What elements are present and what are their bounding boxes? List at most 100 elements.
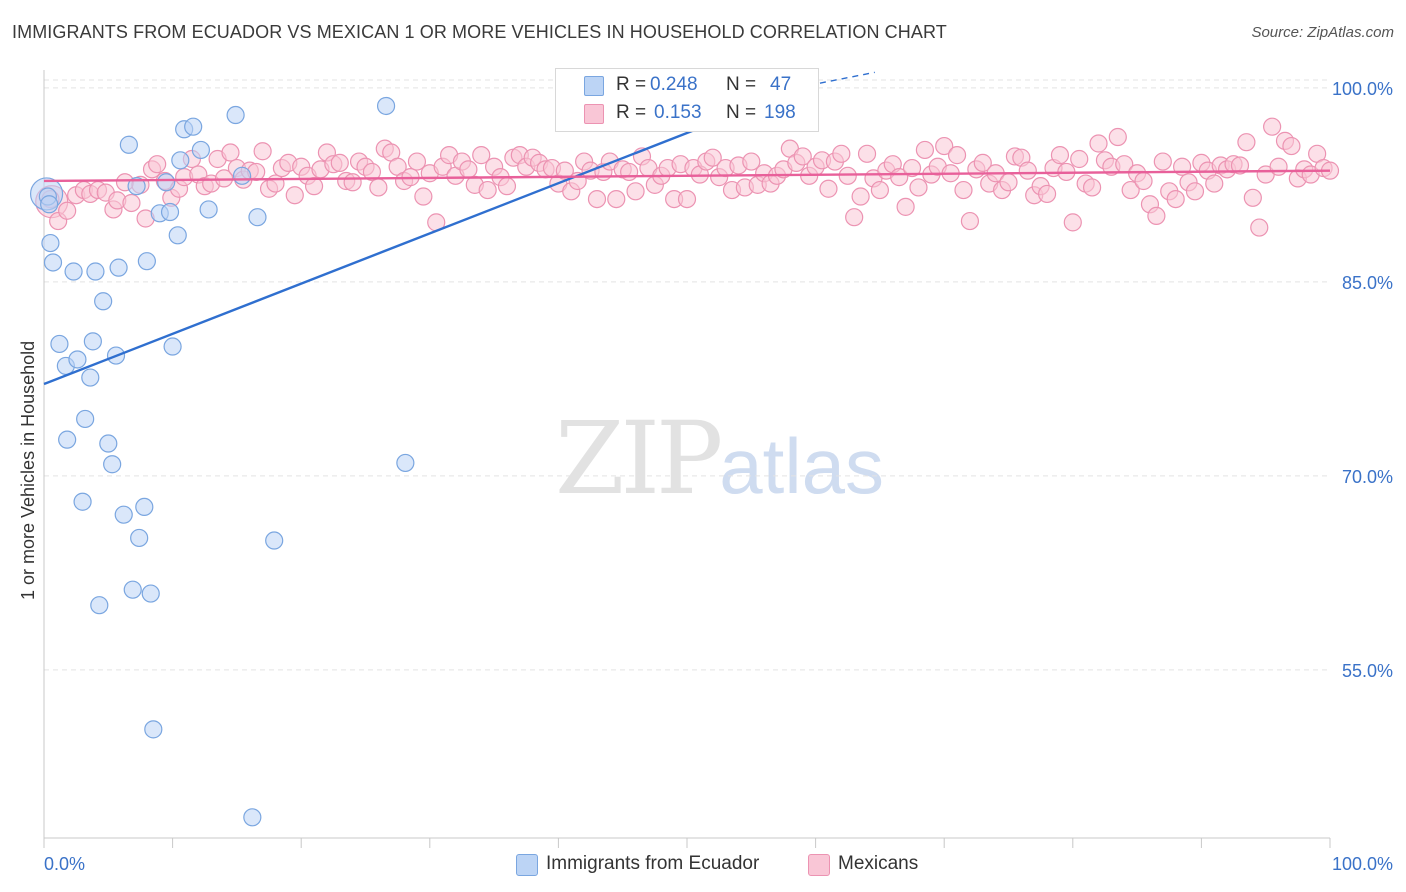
mexican-point	[1089, 134, 1108, 153]
mexican-point	[626, 182, 645, 201]
mexican-point	[999, 173, 1018, 192]
mexican-point	[870, 180, 890, 200]
mexican-point	[1070, 149, 1089, 169]
watermark: ZIPatlas	[555, 400, 884, 517]
mexican-point	[845, 208, 864, 227]
mexican-point	[1134, 171, 1153, 191]
chart-title: IMMIGRANTS FROM ECUADOR VS MEXICAN 1 OR …	[12, 22, 947, 42]
ecuador-point	[130, 528, 149, 548]
r-value: 0.153	[654, 102, 702, 123]
mexican-point	[703, 148, 722, 167]
mexican-trend-line	[43, 169, 1331, 183]
mexican-point	[1147, 206, 1166, 226]
y-tick-label: 55.0%	[1342, 661, 1393, 681]
mexican-point	[58, 201, 77, 220]
mexican-point	[1185, 182, 1205, 201]
ecuador-point	[123, 580, 142, 599]
ecuador-point	[99, 434, 118, 453]
mexican-point	[607, 189, 626, 209]
mexican-point	[851, 187, 870, 206]
mexican-point	[1243, 188, 1262, 207]
watermark-atlas: atlas	[719, 422, 885, 510]
ecuador-point	[76, 409, 95, 429]
mexican-point	[793, 147, 812, 166]
watermark-zip: ZIP	[555, 400, 723, 517]
y-axis-label: 1 or more Vehicles in Household	[18, 340, 38, 600]
mexican-point	[902, 158, 922, 178]
ecuador-point	[109, 258, 128, 277]
mexican-point	[1037, 184, 1057, 204]
r-label: R =	[616, 74, 647, 95]
ecuador-point	[199, 200, 218, 219]
bottom-legend: Immigrants from Ecuador Mexicans	[0, 852, 1406, 878]
ecuador-point	[86, 262, 105, 281]
n-label: N =	[726, 74, 757, 95]
ecuador-point	[226, 105, 245, 125]
ecuador-point	[265, 531, 284, 550]
mexican-point	[414, 187, 433, 206]
n-label: N =	[726, 102, 757, 123]
r-value: 0.248	[650, 74, 698, 95]
mexican-point	[1108, 127, 1127, 147]
mexican-point	[832, 144, 851, 163]
x-tick-label: 100.0%	[1332, 854, 1393, 874]
ecuador-point	[248, 208, 267, 227]
ecuador-point	[168, 226, 187, 245]
mexican-point	[253, 142, 272, 161]
ecuador-point	[376, 96, 396, 116]
mexican-point	[555, 161, 574, 180]
ecuador-point	[83, 332, 102, 351]
mexican-point	[1121, 180, 1140, 200]
ecuador-point	[64, 262, 83, 281]
ecuador-trend-extension	[809, 71, 875, 86]
ecuador-point	[114, 505, 133, 524]
mexican-point	[1237, 133, 1256, 152]
mexican-point	[369, 178, 388, 197]
mexican-point	[960, 211, 980, 231]
mexican-point	[947, 146, 967, 165]
mexican-point	[459, 160, 478, 179]
mexican-point	[838, 166, 857, 185]
mexican-point	[1263, 117, 1282, 136]
legend-label: Mexicans	[838, 853, 919, 874]
mexican-point	[407, 152, 427, 171]
mexican-point	[330, 153, 349, 172]
ecuador-point	[103, 455, 122, 474]
ecuador-point	[144, 720, 163, 739]
mexican-point	[587, 189, 607, 209]
x-tick-label: 0.0%	[44, 854, 85, 874]
mexican-point	[819, 179, 838, 198]
mexican-point	[1269, 157, 1288, 176]
n-value: 198	[764, 102, 796, 123]
mexican-point	[742, 152, 761, 171]
ecuador-trend-line	[43, 84, 810, 386]
mexican-point	[909, 178, 928, 197]
ecuador-point	[41, 233, 60, 253]
ecuador-point	[68, 350, 87, 369]
mexican-point	[1063, 213, 1082, 232]
mexican-point	[285, 186, 304, 205]
ecuador-swatch	[584, 76, 604, 96]
mexican-point	[1205, 174, 1224, 193]
ecuador-point	[396, 453, 415, 473]
mexican-point	[620, 162, 639, 182]
mexican-point	[1282, 136, 1301, 156]
ecuador-point	[243, 808, 262, 827]
y-tick-label: 100.0%	[1332, 79, 1393, 99]
ecuador-point	[40, 195, 59, 214]
ecuador-legend-swatch	[516, 854, 538, 876]
mexican-swatch	[584, 104, 604, 124]
ecuador-point	[163, 337, 182, 356]
mexican-point	[304, 177, 324, 196]
stats-legend: R = 0.248 N = 47 R = 0.153 N = 198	[555, 68, 819, 132]
mexican-point	[122, 193, 141, 213]
ecuador-point	[58, 430, 77, 449]
mexican-point	[890, 168, 909, 187]
mexican-point	[148, 155, 167, 174]
ecuador-point	[141, 584, 160, 603]
ecuador-point	[90, 596, 109, 615]
ecuador-point	[184, 117, 203, 136]
mexican-point	[266, 174, 285, 193]
mexican-point	[677, 189, 697, 209]
